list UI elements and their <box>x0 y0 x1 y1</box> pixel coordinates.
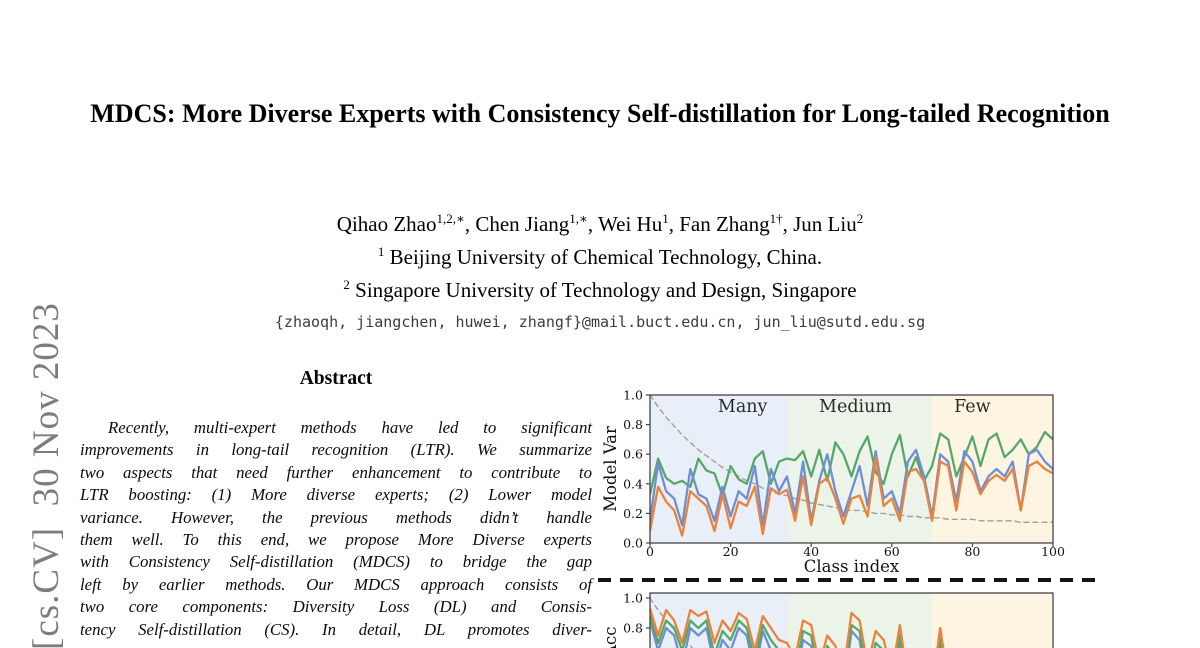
plot-frame <box>649 592 1054 648</box>
x-tick-label: 40 <box>803 544 819 559</box>
abstract-line: variance. However, the previous methods … <box>80 507 592 527</box>
x-tick-label: 60 <box>884 544 900 559</box>
author-name: Jun Liu2 <box>793 211 864 236</box>
abstract-line: LTR boosting: (1) More diverse experts; … <box>80 485 592 505</box>
authors-block: Qihao Zhao1,2,∗, Chen Jiang1,∗, Wei Hu1,… <box>100 205 1100 331</box>
author-emails: {zhaoqh, jiangchen, huwei, zhangf}@mail.… <box>274 313 926 331</box>
abstract-line: with Consistency Self-distillation (MDCS… <box>80 552 592 572</box>
y-tick-label: 1.0 <box>623 388 643 403</box>
x-tick-label: 80 <box>964 544 980 559</box>
region-label-many: Many <box>718 397 768 417</box>
abstract-line: improvements in long-tail recognition (L… <box>80 440 592 460</box>
x-axis-title: Class index <box>804 557 900 576</box>
figure-top-chart: 0.0 0.2 0.4 0.6 0.8 1.0 0 20 40 60 80 100 Class inde… <box>600 385 1105 585</box>
abstract-line: Recently, multi-expert methods have led … <box>108 418 592 437</box>
arxiv-sidebar-text: [cs.CV] 30 Nov 2023 <box>26 302 67 648</box>
figure-bottom-chart: 1.0 0.8Model Acc <box>600 585 1105 648</box>
author-name: Wei Hu1 <box>597 211 669 236</box>
series-orange-expert <box>650 607 945 648</box>
abstract-line: two core components: Diversity Loss (DL)… <box>80 597 592 617</box>
abstract-body: Recently, multi-expert methods have led … <box>80 417 592 641</box>
model-acc-chart-svg: 1.0 0.8Model Acc <box>601 591 1054 648</box>
authors-line: Qihao Zhao1,2,∗, Chen Jiang1,∗, Wei Hu1,… <box>336 211 864 236</box>
series-blue-expert <box>650 448 1053 527</box>
series-group <box>650 395 1053 537</box>
x-tick-label: 20 <box>723 544 739 559</box>
y-tick-label: 0.4 <box>623 476 643 491</box>
abstract-line: two aspects that need further enhancemen… <box>80 462 592 482</box>
figure-dashed-separator <box>598 578 1096 582</box>
region-label-medium: Medium <box>819 397 892 417</box>
y-axis-title: Model Acc <box>601 626 620 648</box>
abstract-line: tency Self-distillation (CS). In detail,… <box>80 619 592 639</box>
abstract-column: Abstract Recently, multi-expert methods … <box>80 368 592 641</box>
affiliations: 1 Beijing University of Chemical Technol… <box>100 238 1100 304</box>
y-tick-label: 0.8 <box>623 621 643 636</box>
plot-frame <box>649 394 1054 544</box>
series-orange-expert <box>650 456 1053 537</box>
y-tick-label: 0.2 <box>623 506 643 521</box>
y-axis-title: Model Var <box>601 426 620 512</box>
abstract-heading: Abstract <box>299 368 373 389</box>
paper-title: MDCS: More Diverse Experts with Consiste… <box>90 99 1110 128</box>
affiliation-line: 1 Beijing University of Chemical Technol… <box>377 244 823 269</box>
region-band-unlabeled <box>932 593 1053 648</box>
author-name: Fan Zhang1† <box>679 211 783 236</box>
y-tick-label: 0.8 <box>623 417 643 432</box>
y-tick-label: 1.0 <box>623 591 643 606</box>
author-name: Chen Jiang1,∗ <box>475 211 588 236</box>
abstract-line: left by earlier methods. Our MDCS approa… <box>80 574 592 594</box>
series-green-expert <box>650 430 1053 497</box>
y-tick-label: 0.6 <box>623 447 643 462</box>
series-group <box>650 597 945 648</box>
series-green-expert <box>650 614 943 648</box>
affiliation-line: 2 Singapore University of Technology and… <box>343 277 857 302</box>
region-band-Few <box>932 395 1053 543</box>
y-tick-label: 0.0 <box>623 536 643 551</box>
x-tick-label: 100 <box>1041 544 1065 559</box>
abstract-line: them well. To this end, we propose More … <box>80 530 592 550</box>
model-var-chart-svg: 0.0 0.2 0.4 0.6 0.8 1.0 0 20 40 60 80 100 Class inde… <box>601 388 1065 577</box>
x-tick-label: 0 <box>646 544 654 559</box>
region-label-few: Few <box>954 397 991 417</box>
author-name: Qihao Zhao1,2,∗ <box>336 211 465 236</box>
